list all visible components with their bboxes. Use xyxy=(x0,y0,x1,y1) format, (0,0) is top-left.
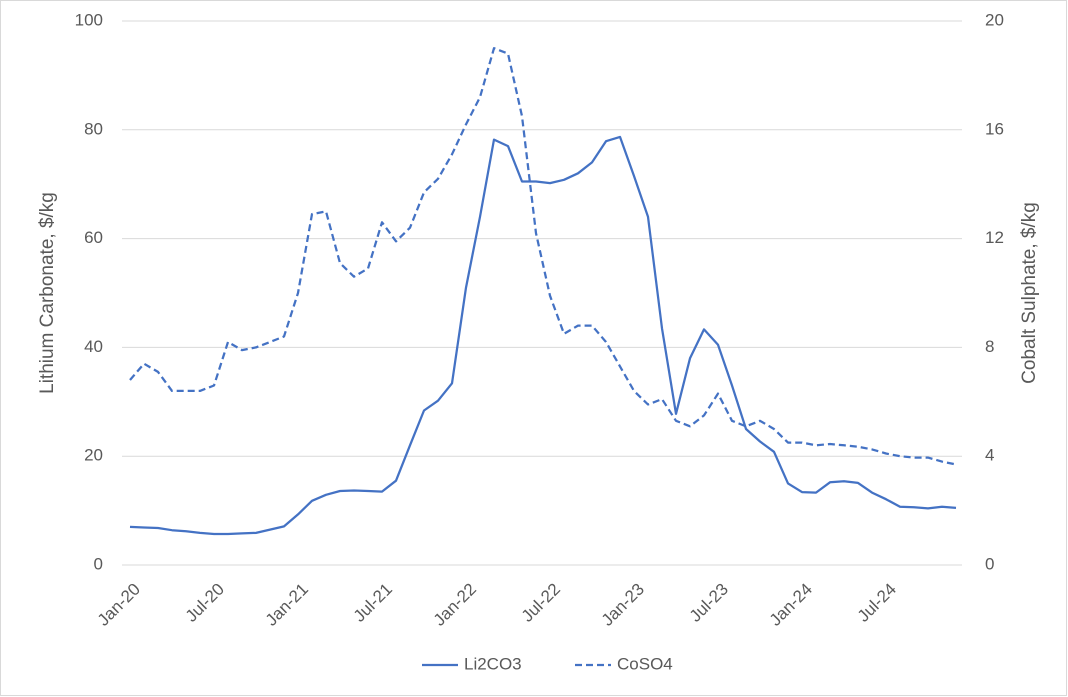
legend-label: CoSO4 xyxy=(617,654,673,673)
y-tick-label: 100 xyxy=(75,10,103,29)
y2-tick-label: 8 xyxy=(985,337,994,356)
series-line xyxy=(129,135,957,536)
y-axis-title: Lithium Carbonate, $/kg xyxy=(37,192,58,394)
legend-label: Li2CO3 xyxy=(464,654,522,673)
y2-tick-label: 20 xyxy=(985,10,1004,29)
y-tick-label: 40 xyxy=(84,337,103,356)
y2-axis-title: Cobalt Sulphate, $/kg xyxy=(1019,202,1040,384)
y-tick-label: 0 xyxy=(94,554,103,573)
y-tick-label: 60 xyxy=(84,228,103,247)
y-tick-label: 20 xyxy=(84,446,103,465)
y2-tick-label: 12 xyxy=(985,228,1004,247)
y2-tick-label: 0 xyxy=(985,554,994,573)
y-tick-label: 80 xyxy=(84,119,103,138)
series-line xyxy=(129,47,957,466)
y2-tick-label: 4 xyxy=(985,446,994,465)
y2-tick-label: 16 xyxy=(985,119,1004,138)
